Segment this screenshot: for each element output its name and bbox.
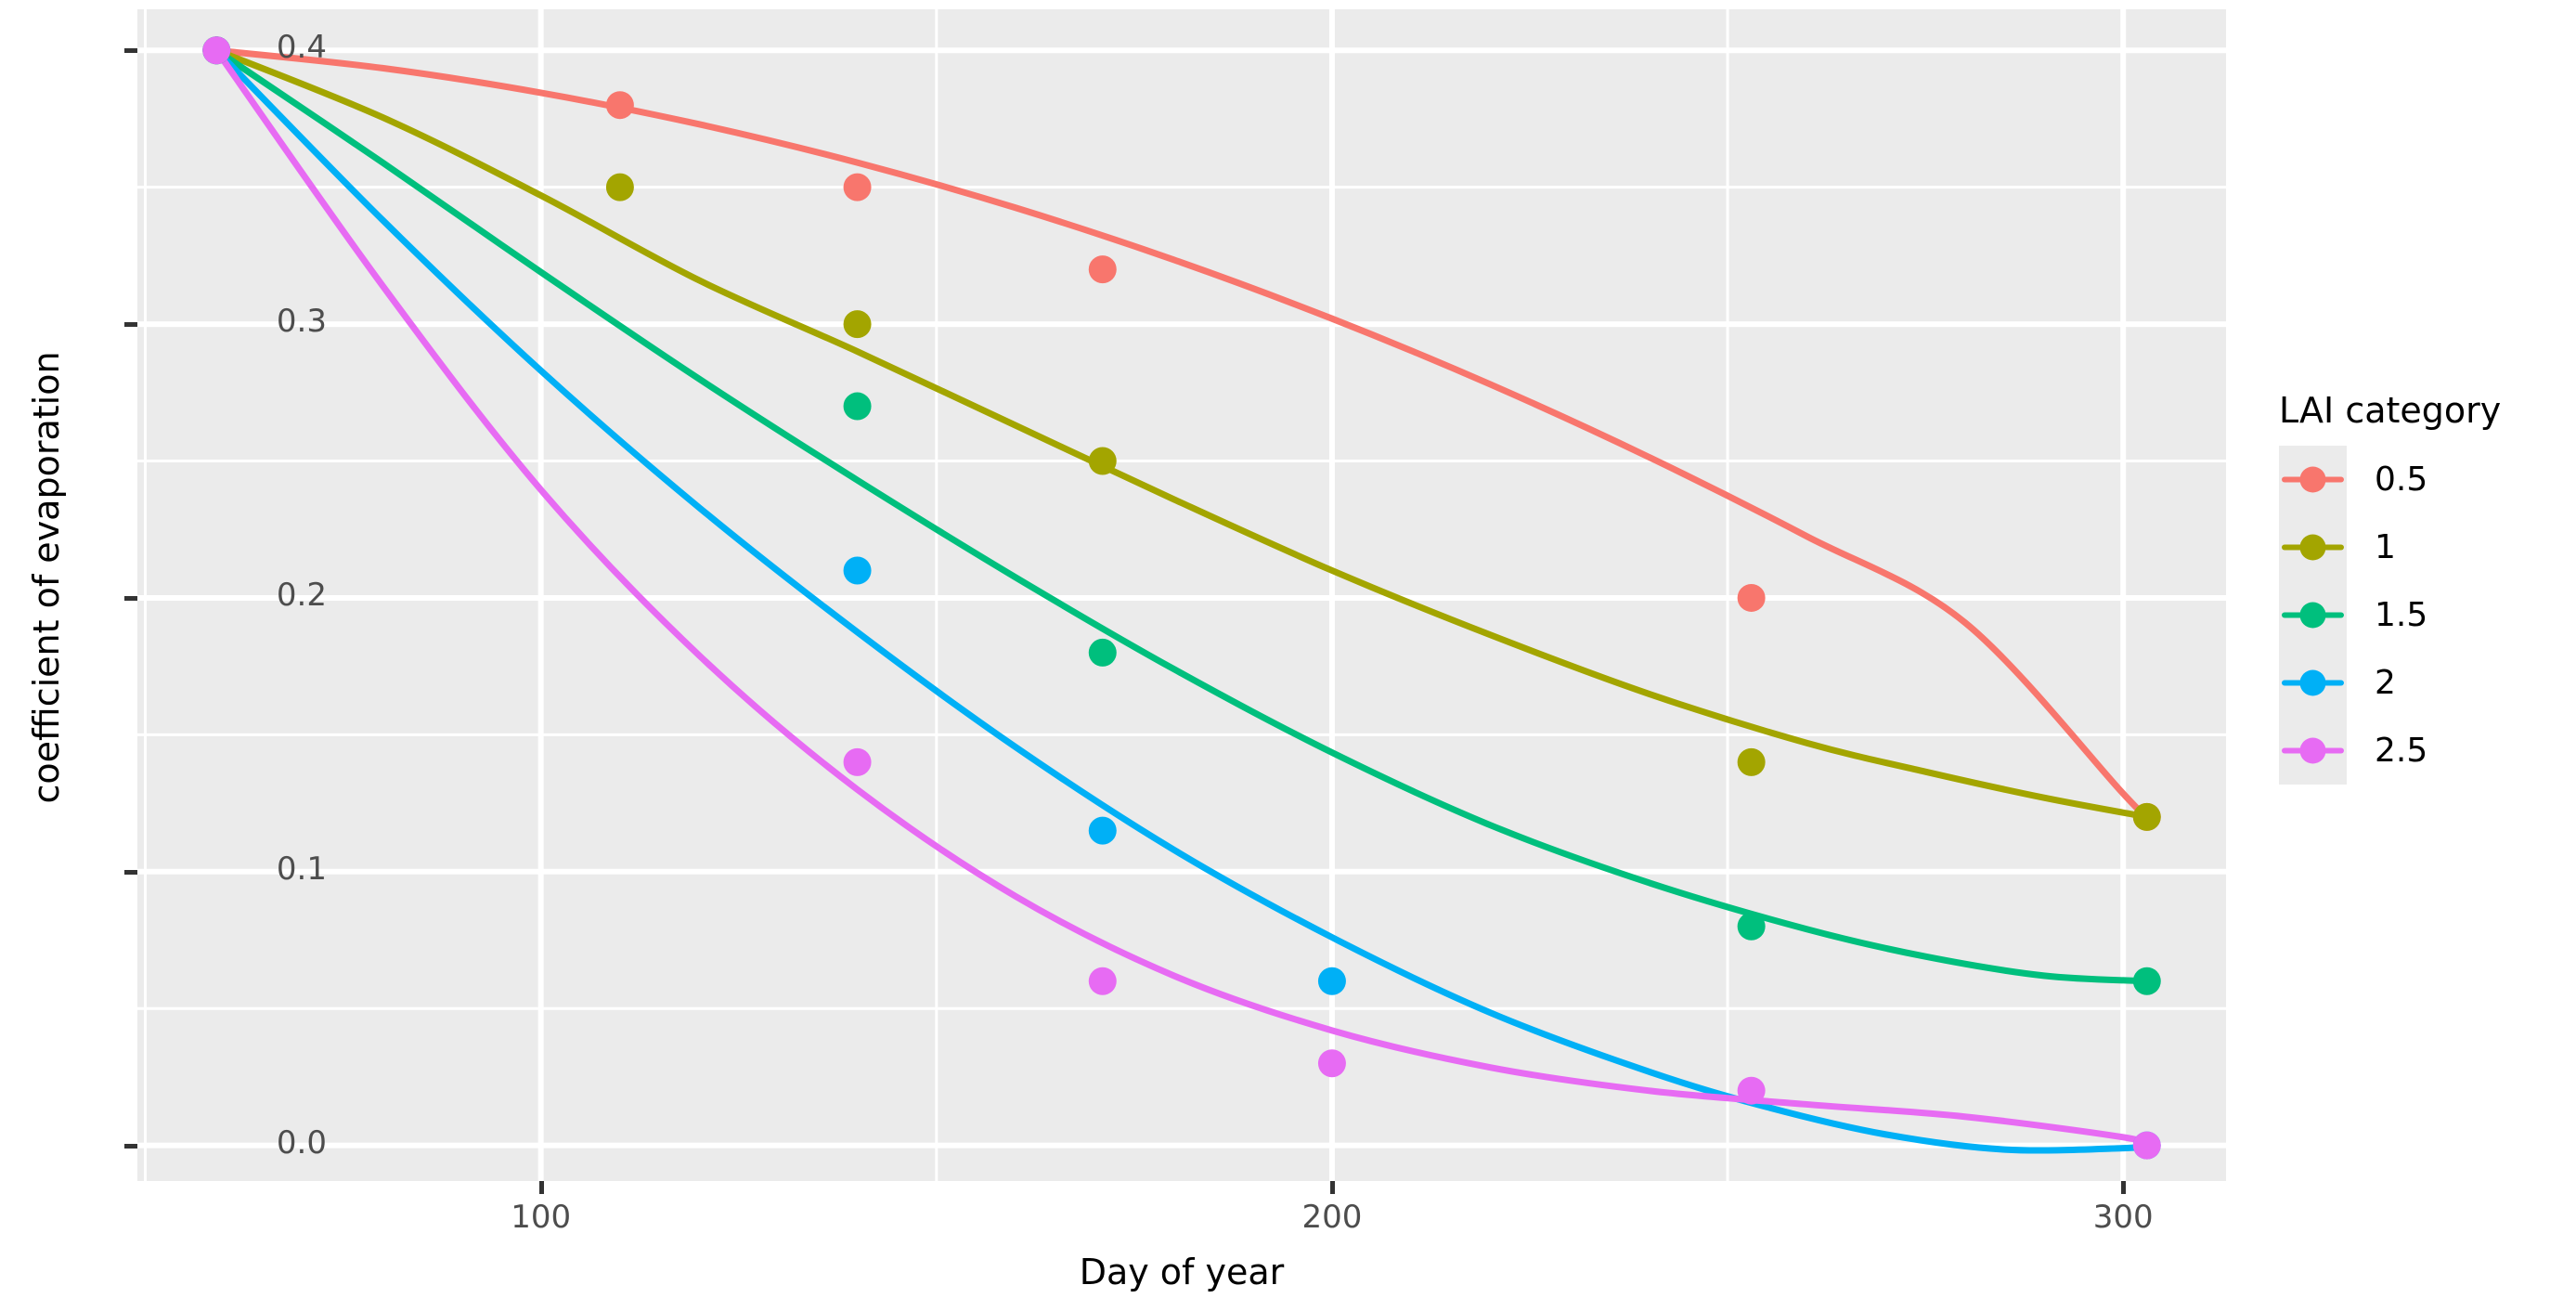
- data-point-1[interactable]: [605, 173, 634, 201]
- legend-item[interactable]: 1: [2279, 513, 2567, 581]
- y-tick-mark: [124, 48, 137, 54]
- series-line-0.5: [213, 46, 2151, 821]
- data-point-0.5[interactable]: [605, 91, 634, 120]
- plot-panel: [137, 9, 2226, 1181]
- data-point-1[interactable]: [1088, 447, 1117, 475]
- legend-item-label: 0.5: [2375, 460, 2428, 499]
- data-point-2[interactable]: [843, 556, 872, 585]
- data-point-1[interactable]: [843, 310, 872, 339]
- data-point-1.5[interactable]: [1737, 912, 1766, 941]
- x-tick-label: 200: [1301, 1199, 1363, 1236]
- y-tick-label: 0.0: [276, 1123, 327, 1162]
- data-point-1[interactable]: [1737, 747, 1766, 776]
- data-point-2[interactable]: [1088, 816, 1117, 845]
- legend-item[interactable]: 0.5: [2279, 446, 2567, 513]
- data-point-2.5[interactable]: [1317, 1049, 1346, 1078]
- legend-key-swatch: [2279, 513, 2347, 581]
- y-tick-mark: [124, 595, 137, 601]
- legend-item[interactable]: 2: [2279, 649, 2567, 717]
- legend-glyph-icon: [2282, 534, 2344, 561]
- x-tick-mark: [1329, 1181, 1335, 1194]
- y-tick-mark: [124, 322, 137, 328]
- y-tick-label: 0.1: [276, 850, 327, 888]
- y-tick-label: 0.3: [276, 303, 327, 341]
- legend-item-label: 1: [2375, 527, 2396, 566]
- y-tick-label: 0.4: [276, 29, 327, 67]
- x-tick-label: 100: [511, 1199, 572, 1236]
- legend-item-label: 2.5: [2375, 731, 2428, 770]
- x-tick-label: 300: [2092, 1199, 2154, 1236]
- data-point-0.5[interactable]: [1737, 583, 1766, 612]
- legend-item[interactable]: 1.5: [2279, 581, 2567, 649]
- y-tick-mark: [124, 869, 137, 875]
- data-point-1.5[interactable]: [1088, 638, 1117, 667]
- data-point-0.5[interactable]: [843, 173, 872, 201]
- legend-key-swatch: [2279, 581, 2347, 649]
- legend-items: 0.5 1 1.5 2 2.5: [2279, 446, 2567, 785]
- y-axis-title: coefficient of evaporation: [26, 351, 67, 804]
- series-line-1: [213, 46, 2151, 821]
- data-point-2.5[interactable]: [1737, 1076, 1766, 1105]
- legend-item-label: 1.5: [2375, 595, 2428, 634]
- legend-item[interactable]: 2.5: [2279, 717, 2567, 785]
- legend-glyph-icon: [2282, 602, 2344, 629]
- legend-key-swatch: [2279, 446, 2347, 513]
- legend-item-label: 2: [2375, 663, 2396, 702]
- data-point-0.5[interactable]: [1088, 255, 1117, 284]
- y-tick-mark: [124, 1143, 137, 1149]
- legend-title: LAI category: [2279, 390, 2502, 431]
- x-axis-title: Day of year: [1079, 1252, 1285, 1292]
- data-point-1.5[interactable]: [843, 392, 872, 421]
- legend-key-swatch: [2279, 717, 2347, 785]
- x-tick-mark: [2121, 1181, 2127, 1194]
- legend: LAI category 0.5 1 1.5 2 2.5: [2279, 390, 2567, 785]
- y-tick-label: 0.2: [276, 576, 327, 614]
- data-point-1.5[interactable]: [2132, 967, 2161, 995]
- legend-glyph-icon: [2282, 466, 2344, 493]
- data-point-2.5[interactable]: [1088, 967, 1117, 995]
- plot-canvas: [137, 9, 2226, 1181]
- series-line-2: [213, 46, 2151, 1154]
- data-point-2.5[interactable]: [202, 36, 231, 65]
- data-point-2.5[interactable]: [2132, 1131, 2161, 1160]
- data-point-2.5[interactable]: [843, 747, 872, 776]
- series-line-2.5: [213, 46, 2151, 1149]
- legend-glyph-icon: [2282, 737, 2344, 764]
- x-tick-mark: [538, 1181, 544, 1194]
- data-point-1[interactable]: [2132, 802, 2161, 831]
- data-point-2[interactable]: [1317, 967, 1346, 995]
- series-line-1.5: [213, 46, 2151, 985]
- legend-key-swatch: [2279, 649, 2347, 717]
- legend-glyph-icon: [2282, 669, 2344, 696]
